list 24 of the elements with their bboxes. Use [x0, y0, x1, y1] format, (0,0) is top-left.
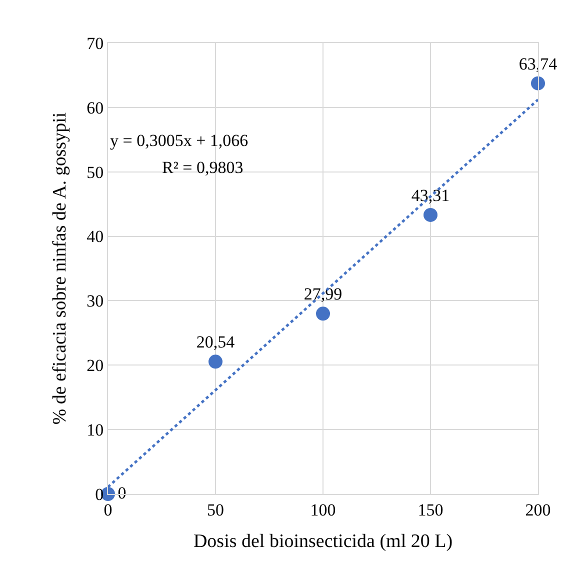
x-tick-label: 200	[525, 500, 551, 520]
y-tick-label: 60	[86, 98, 104, 118]
y-tick-label: 40	[86, 227, 104, 246]
data-label: 20,54	[196, 332, 236, 352]
annotation: R² = 0,9803	[162, 158, 244, 177]
y-tick-label: 50	[86, 162, 104, 182]
data-label: 43,31	[411, 186, 450, 205]
y-tick-label: 20	[86, 356, 104, 376]
x-tick-label: 150	[418, 500, 444, 520]
data-label: 63,74	[518, 54, 558, 74]
annotation: y = 0,3005x + 1,066	[110, 131, 248, 150]
x-axis-title: Dosis del bioinsecticida (ml 20 L)	[193, 531, 453, 552]
y-axis-title: % de eficacia sobre ninfas de A. gossypii	[49, 112, 70, 425]
y-tick-label: 0	[95, 484, 104, 504]
point	[424, 208, 438, 222]
y-tick-label: 70	[86, 34, 104, 53]
y-tick-label: 30	[86, 292, 104, 311]
point	[208, 354, 222, 369]
data-label: 27,99	[304, 284, 342, 304]
x-tick-label: 100	[310, 500, 336, 520]
x-tick-label: 50	[207, 500, 224, 520]
point	[316, 306, 330, 321]
y-tick-label: 10	[86, 420, 104, 440]
point	[531, 76, 545, 90]
